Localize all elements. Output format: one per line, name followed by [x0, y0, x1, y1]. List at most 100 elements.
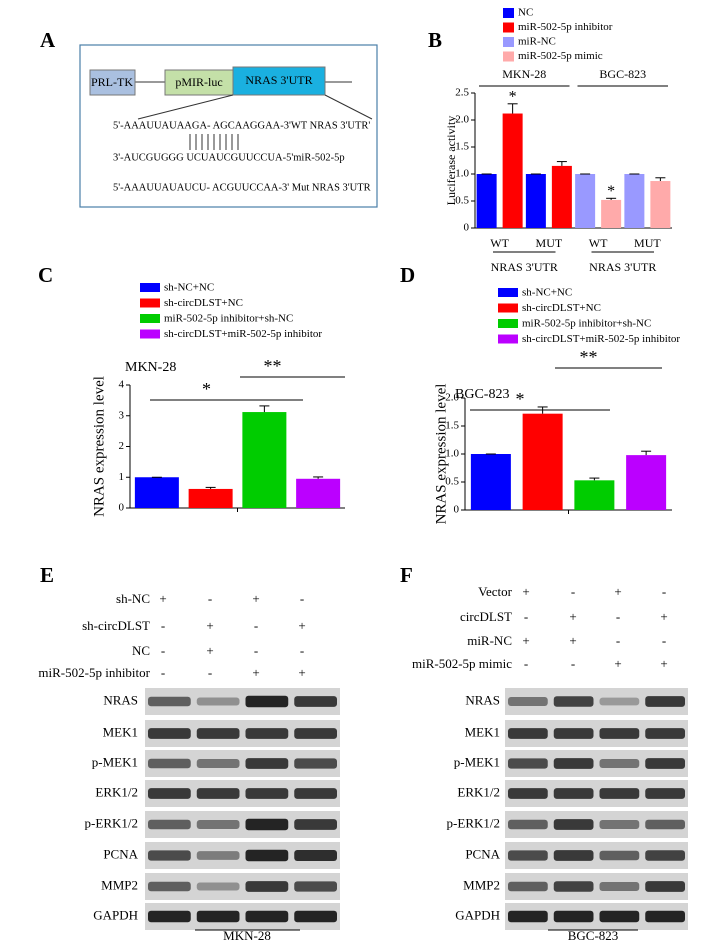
- diagram-frame: [79, 44, 378, 208]
- y-tick-label: 1.0: [445, 448, 459, 460]
- band: [553, 758, 594, 769]
- legend-swatch: [503, 37, 514, 47]
- condition-sign: -: [524, 609, 528, 624]
- band: [599, 882, 640, 891]
- y-tick-label: 0.5: [455, 195, 469, 207]
- significance-label: *: [202, 379, 211, 399]
- band: [294, 696, 337, 707]
- protein-label: PCNA: [465, 846, 500, 861]
- condition-sign: -: [300, 643, 304, 658]
- band: [553, 819, 594, 830]
- band: [294, 788, 337, 799]
- panel-label: B: [428, 28, 442, 52]
- utr-box: [232, 66, 326, 96]
- condition-label: sh-circDLST: [82, 618, 150, 633]
- protein-label: GAPDH: [455, 907, 500, 922]
- band: [553, 850, 594, 861]
- protein-label: MEK1: [103, 724, 138, 739]
- band: [553, 696, 594, 707]
- band: [508, 910, 548, 923]
- bar: [575, 174, 596, 228]
- condition-sign: +: [569, 609, 576, 624]
- protein-label: ERK1/2: [95, 784, 138, 799]
- chart-title: BGC-823: [455, 387, 509, 402]
- bar: [551, 165, 572, 228]
- band: [196, 910, 240, 923]
- condition-label: Vector: [478, 584, 513, 599]
- protein-label: MMP2: [463, 877, 500, 892]
- condition-label: miR-NC: [467, 633, 512, 648]
- band: [294, 849, 337, 862]
- legend-swatch: [140, 283, 160, 292]
- box-label: pMIR-luc: [175, 75, 222, 89]
- legend-swatch: [503, 8, 514, 18]
- y-tick-label: 2.5: [455, 87, 469, 99]
- protein-label: GAPDH: [93, 907, 138, 922]
- band: [645, 881, 685, 892]
- x-tick-label: MUT: [634, 236, 661, 250]
- legend-swatch: [498, 303, 518, 313]
- group-sublabel: NRAS 3'UTR: [589, 260, 656, 274]
- protein-label: NRAS: [465, 692, 500, 707]
- legend-label: miR-502-5p inhibitor+sh-NC: [522, 318, 651, 330]
- legend-swatch: [503, 22, 514, 33]
- legend-label: miR-502-5p inhibitor: [518, 21, 613, 33]
- condition-sign: +: [298, 618, 305, 633]
- y-axis-label: NRAS expression level: [433, 384, 449, 525]
- legend-label: sh-circDLST+NC: [164, 297, 243, 309]
- band: [148, 728, 191, 739]
- y-tick-label: 2.0: [455, 114, 469, 126]
- cell-line-label: MKN-28: [223, 928, 271, 943]
- bar: [296, 478, 341, 508]
- band: [294, 819, 337, 830]
- band: [645, 758, 685, 769]
- y-axis-label: NRAS expression level: [91, 376, 107, 517]
- y-tick-label: 0.5: [445, 476, 459, 488]
- condition-sign: +: [614, 584, 621, 599]
- band: [245, 818, 289, 831]
- bar: [188, 488, 233, 508]
- band: [196, 788, 240, 799]
- band: [599, 850, 640, 861]
- condition-sign: +: [206, 643, 213, 658]
- condition-sign: +: [252, 665, 259, 680]
- condition-sign: +: [298, 665, 305, 680]
- band: [508, 758, 548, 769]
- band: [599, 788, 640, 799]
- condition-sign: -: [161, 643, 165, 658]
- bar: [624, 174, 645, 228]
- protein-label: PCNA: [103, 846, 138, 861]
- bar: [470, 454, 511, 510]
- condition-sign: -: [571, 584, 575, 599]
- annotation: *: [607, 183, 615, 200]
- band: [294, 728, 337, 739]
- protein-label: p-ERK1/2: [447, 815, 500, 830]
- band: [553, 788, 594, 799]
- band: [245, 849, 289, 862]
- band: [148, 696, 191, 707]
- protein-label: NRAS: [103, 692, 138, 707]
- band: [508, 728, 548, 739]
- sequence: 5'-AAAUUAUAAGA- AGCAAGGAA-3'WT NRAS 3'UT…: [113, 120, 370, 131]
- box-label: PRL-TK: [91, 75, 133, 89]
- condition-sign: +: [522, 584, 529, 599]
- band: [645, 788, 685, 799]
- band: [245, 788, 289, 799]
- bar: [525, 174, 546, 228]
- band: [645, 728, 685, 739]
- condition-sign: -: [161, 618, 165, 633]
- band: [645, 696, 685, 707]
- band: [599, 697, 640, 706]
- condition-sign: +: [614, 656, 621, 671]
- band: [148, 758, 191, 769]
- condition-sign: -: [208, 591, 212, 606]
- condition-sign: -: [662, 584, 666, 599]
- y-tick-label: 1.5: [455, 141, 469, 153]
- connector: [137, 94, 234, 120]
- legend-swatch: [503, 51, 514, 62]
- band: [148, 850, 191, 861]
- band: [645, 910, 685, 923]
- y-tick-label: 0: [119, 502, 125, 514]
- condition-sign: -: [254, 643, 258, 658]
- band: [196, 759, 240, 768]
